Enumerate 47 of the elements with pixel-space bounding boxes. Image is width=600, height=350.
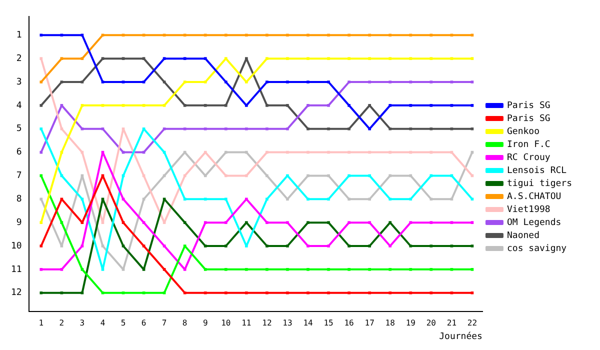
x-tick-label: 16 [344,318,354,328]
legend-label: Genkoo [506,126,540,137]
x-tick-label: 14 [303,318,313,328]
legend-label: Iron F.C [506,140,550,150]
y-tick-label: 3 [16,77,22,88]
y-tick-label: 10 [10,241,22,252]
x-tick-label: 9 [202,318,208,328]
x-tick-label: 10 [221,318,231,328]
y-tick-label: 8 [16,194,22,204]
x-tick-label: 22 [467,318,478,328]
x-tick-label: 1 [38,318,44,328]
x-axis-title: Journées [439,330,482,342]
y-tick-label: 12 [10,288,22,298]
legend-label: RC Crouy [506,152,551,163]
x-tick-label: 13 [282,318,292,328]
y-tick-label: 5 [16,124,22,134]
x-tick-label: 4 [100,318,106,328]
x-tick-label: 8 [182,318,188,328]
legend-label: A.S.CHATOU [506,192,562,202]
y-tick-label: 4 [16,100,22,111]
x-tick-label: 2 [59,318,64,328]
x-tick-label: 21 [446,318,457,328]
y-tick-label: 1 [16,30,22,40]
x-tick-label: 11 [242,318,252,328]
x-tick-label: 7 [162,318,167,328]
legend-label: Paris SG [506,100,550,111]
legend-label: OM Legends [506,218,562,228]
x-tick-label: 19 [406,318,416,328]
y-tick-label: 2 [16,54,22,64]
x-tick-label: 5 [120,318,126,328]
x-tick-label: 3 [80,318,85,328]
legend-label: Lensois RCL [506,166,567,176]
legend-label: Naoned [506,230,540,241]
y-tick-label: 11 [10,264,22,275]
y-tick-label: 9 [16,218,22,228]
x-tick-label: 6 [141,318,146,328]
x-tick-label: 20 [426,318,436,328]
x-tick-label: 12 [262,318,272,328]
x-tick-label: 18 [385,318,396,328]
legend-label: tigui tigers [506,178,572,189]
legend-label: cos savigny [506,244,568,254]
legend-label: Viet1998 [506,204,550,215]
y-tick-label: 7 [16,171,22,182]
y-tick-label: 6 [16,148,22,158]
x-tick-label: 15 [324,318,334,328]
legend-label: Paris SG [506,114,550,124]
x-tick-label: 17 [364,318,375,328]
